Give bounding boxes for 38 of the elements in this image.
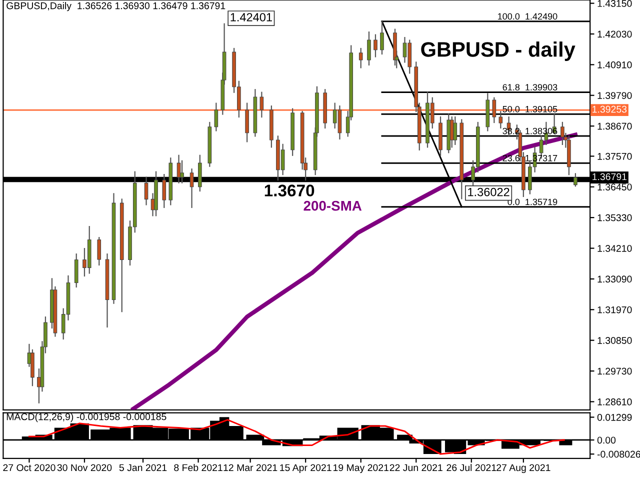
x-tick-label: 30 Nov 2020 (57, 464, 112, 472)
y-tick-label: -0.008026 (597, 450, 640, 458)
y-tick-label: 1.36450 (598, 184, 632, 190)
y-tick-label: 1.35330 (598, 214, 632, 222)
y-tick-label: 1.29730 (598, 368, 632, 375)
chart-subtitle: GBPUSD,Daily 1.36526 1.36930 1.36479 1.36791 (6, 2, 226, 12)
x-tick-label: 26 Jul 2021 (446, 464, 496, 472)
x-tick-label: 12 Mar 2021 (224, 464, 278, 472)
x-tick-label: 27 Oct 2020 (3, 464, 56, 472)
y-tick-label: 1.40910 (598, 61, 632, 68)
x-tick-label: 27 Aug 2021 (496, 464, 550, 474)
x-tick-label: 19 May 2021 (333, 464, 388, 474)
y-tick-label: 1.39790 (598, 92, 632, 99)
annotation: 1.36022 (468, 188, 510, 196)
x-tick-label: 5 Jan 2021 (119, 464, 167, 472)
chart-title: MACD(12,26,9) -0.001958 -0.000185 (6, 413, 166, 422)
ref-line-label: 1.39253 (592, 106, 627, 113)
y-tick-label: 1.33090 (598, 276, 632, 283)
series-label: 200-SMA (304, 200, 362, 211)
y-tick-label: 1.37570 (598, 152, 632, 160)
y-tick-label: 1.34210 (598, 244, 632, 252)
ref-line-label: 1.36791 (592, 173, 627, 180)
x-tick-label: 15 Apr 2021 (280, 464, 332, 474)
y-tick-label: 1.42030 (598, 30, 632, 38)
y-tick-label: 1.31970 (598, 306, 632, 314)
annotation: 1.42401 (230, 13, 272, 22)
y-tick-label: 1.43150 (598, 0, 632, 7)
annotation: 1.3670 (264, 184, 314, 196)
y-tick-label: 0.01299 (597, 414, 632, 421)
y-tick-label: 0.00 (597, 436, 616, 444)
y-tick-label: 1.30850 (598, 337, 632, 344)
y-tick-label: 1.28610 (598, 398, 632, 406)
series-label: 61.8 1.39903 (502, 84, 558, 90)
y-tick-label: 1.38670 (598, 122, 632, 130)
text: GBPUSD - daily (421, 42, 576, 61)
series-label: 100.0 1.42490 (498, 13, 558, 20)
x-tick-label: 22 Jun 2021 (390, 464, 442, 472)
x-tick-label: 8 Feb 2021 (174, 464, 222, 472)
